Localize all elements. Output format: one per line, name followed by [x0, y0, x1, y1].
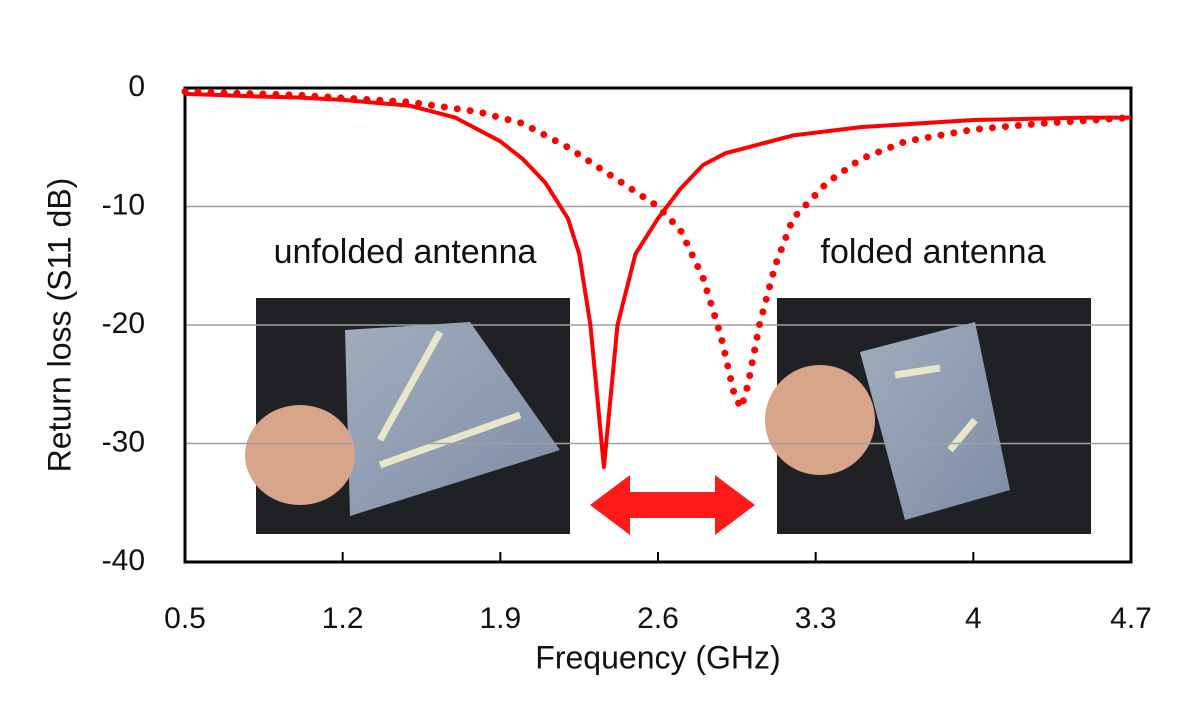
x-tick-label: 4.7 — [1110, 602, 1152, 635]
x-tick-label: 3.3 — [795, 602, 837, 635]
y-tick-label: -40 — [102, 544, 145, 577]
x-tick-label: 4 — [965, 602, 982, 635]
series-line — [184, 91, 1131, 470]
photo-folded — [765, 298, 1091, 534]
y-tick-label: 0 — [128, 70, 145, 103]
x-tick-label: 1.9 — [479, 602, 521, 635]
annotation: unfolded antenna — [274, 233, 537, 271]
x-tick-label: 2.6 — [637, 602, 679, 635]
photo-unfolded — [245, 298, 570, 534]
series-line — [181, 88, 1135, 412]
y-tick-label: -10 — [102, 188, 145, 221]
double-arrow — [590, 475, 755, 535]
plot-frame — [183, 86, 1133, 564]
x-tick-label: 0.5 — [164, 602, 206, 635]
y-axis-label: Return loss (S11 dB) — [41, 178, 77, 473]
y-tick-label: -30 — [102, 425, 145, 458]
x-tick-label: 1.2 — [322, 602, 364, 635]
y-tick-label: -20 — [102, 307, 145, 340]
annotation: folded antenna — [821, 233, 1046, 271]
x-axis-label: Frequency (GHz) — [535, 639, 780, 675]
